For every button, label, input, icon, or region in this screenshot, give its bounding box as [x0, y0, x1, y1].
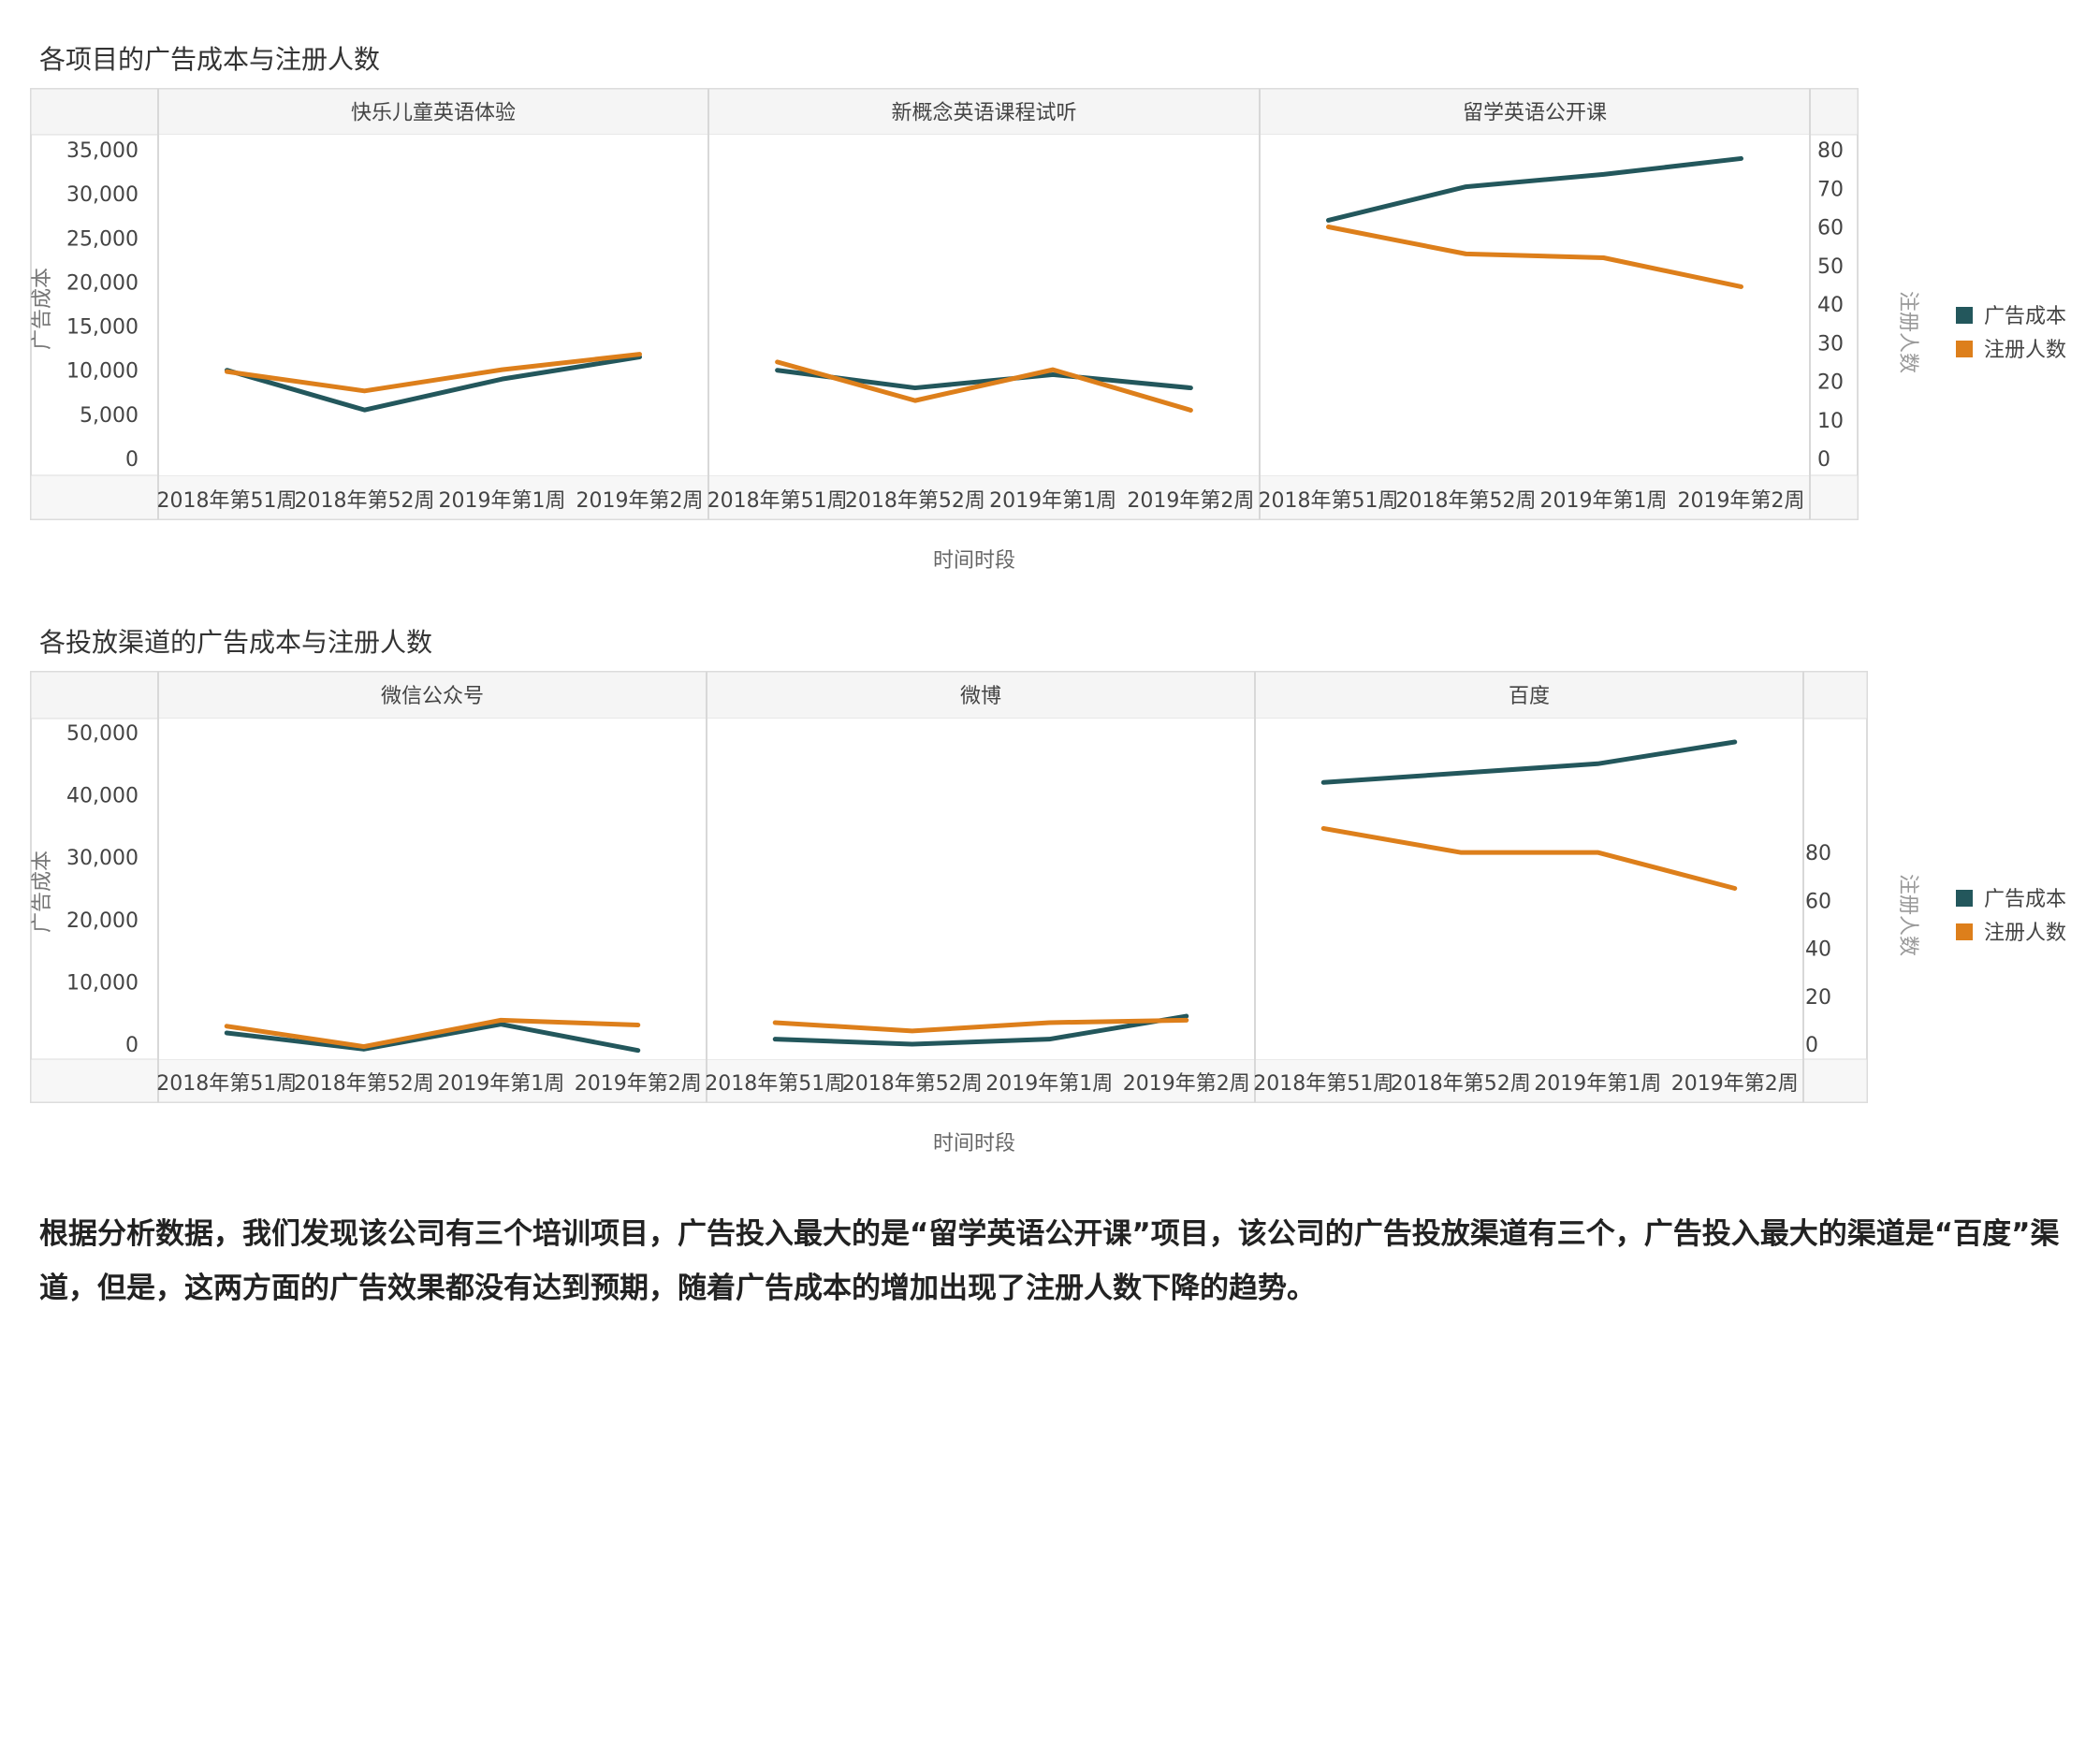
- y-tick-label-right: 80: [1805, 842, 1831, 865]
- y-tick-label-left: 30,000: [66, 847, 139, 870]
- series-line-signup: [775, 359, 1193, 413]
- y-tick-label-right: 20: [1817, 371, 1844, 395]
- series-line-signup: [1326, 225, 1743, 289]
- y-tick-label-right: 50: [1817, 255, 1844, 279]
- series-line-cost: [225, 355, 642, 413]
- panel-header-label: 百度: [1509, 685, 1550, 708]
- legend-swatch-cost: [1956, 890, 1973, 907]
- panel-header-band: [30, 671, 1868, 720]
- x-tick-label: 2018年第52周: [295, 489, 435, 513]
- x-tick-label: 2019年第1周: [439, 489, 566, 513]
- y-tick-label-left: 30,000: [66, 183, 139, 207]
- x-tick-label: 2018年第52周: [842, 1072, 983, 1096]
- x-tick-label: 2019年第2周: [1123, 1072, 1250, 1096]
- x-tick-label: 2018年第51周: [707, 489, 848, 513]
- panel-header-label: 新概念英语课程试听: [891, 102, 1076, 125]
- y-tick-label-right: 0: [1805, 1034, 1818, 1057]
- x-tick-label: 2019年第1周: [989, 489, 1116, 513]
- x-axis-title: 时间时段: [933, 549, 1015, 573]
- y-tick-label-left: 40,000: [66, 785, 139, 808]
- x-tick-label: 2019年第1周: [437, 1072, 564, 1096]
- y-tick-label-right: 20: [1805, 986, 1831, 1010]
- x-tick-label: 2019年第1周: [1540, 489, 1668, 513]
- chart-1-projects: 快乐儿童英语体验 新概念英语课程试听 留学英语公开课 0 5,000 10,000 15,0…: [30, 88, 2066, 573]
- y-tick-label-left: 0: [125, 1034, 139, 1057]
- x-tick-label: 2019年第2周: [575, 1072, 702, 1096]
- legend-swatch-signup: [1956, 923, 1973, 940]
- x-tick-label: 2018年第52周: [1391, 1072, 1531, 1096]
- x-tick-label: 2018年第52周: [845, 489, 985, 513]
- y-tick-label-right: 10: [1817, 410, 1844, 433]
- y-tick-label-right: 70: [1817, 178, 1844, 201]
- plot-area: [158, 135, 1810, 475]
- series-line-cost: [1326, 155, 1743, 223]
- y-tick-label-right: 60: [1805, 890, 1831, 913]
- series-line-cost: [224, 1022, 641, 1054]
- legend-label-signup: 注册人数: [1984, 922, 2066, 945]
- y-tick-label-left: 10,000: [66, 971, 139, 995]
- y-tick-label-left: 15,000: [66, 316, 139, 340]
- y-tick-label-right: 60: [1817, 217, 1844, 240]
- x-tick-label: 2019年第2周: [1127, 489, 1254, 513]
- panel-header-label: 微博: [960, 685, 1001, 708]
- y-tick-label-right: 0: [1817, 448, 1830, 472]
- legend-swatch-signup: [1956, 341, 1973, 357]
- y-axis-title-left: 广告成本: [31, 850, 54, 933]
- chart-2-channels: 微信公众号 微博 百度 0 10,000 20,000 30,000 40,000 50,000…: [30, 671, 2066, 1156]
- x-tick-label: 2018年第51周: [157, 489, 298, 513]
- series-line-cost: [772, 1013, 1189, 1047]
- panel-header-label: 留学英语公开课: [1463, 102, 1607, 125]
- x-axis-title: 时间时段: [933, 1132, 1015, 1156]
- series-line-signup: [224, 1017, 641, 1050]
- y-axis-title-left: 广告成本: [31, 268, 54, 350]
- x-tick-label: 2018年第51周: [1253, 1072, 1393, 1096]
- chart-1-title: 各项目的广告成本与注册人数: [39, 44, 381, 75]
- analysis-summary: 根据分析数据，我们发现该公司有三个培训项目，广告投入最大的是“留学英语公开课”项…: [39, 1217, 2060, 1305]
- legend-swatch-cost: [1956, 307, 1973, 324]
- y-axis-title-right: 注册人数: [1896, 291, 1919, 373]
- y-tick-label-right: 40: [1817, 294, 1844, 317]
- x-tick-label: 2019年第1周: [1534, 1072, 1661, 1096]
- x-tick-label: 2019年第2周: [1671, 1072, 1799, 1096]
- y-tick-label-left: 10,000: [66, 360, 139, 384]
- panel-header-label: 微信公众号: [381, 685, 484, 708]
- y-tick-label-left: 25,000: [66, 227, 139, 251]
- x-tick-label: 2018年第51周: [156, 1072, 297, 1096]
- x-tick-label: 2018年第52周: [294, 1072, 434, 1096]
- y-tick-label-left: 35,000: [66, 139, 139, 163]
- chart-2-title: 各投放渠道的广告成本与注册人数: [39, 627, 433, 658]
- y-tick-label-left: 0: [125, 448, 139, 472]
- x-tick-label: 2019年第2周: [576, 489, 704, 513]
- y-tick-label-right: 30: [1817, 332, 1844, 356]
- x-tick-label: 2018年第51周: [705, 1072, 845, 1096]
- y-tick-label-left: 50,000: [66, 722, 139, 746]
- x-tick-label: 2019年第2周: [1678, 489, 1805, 513]
- series-line-signup: [772, 1017, 1189, 1034]
- x-tick-label: 2018年第51周: [1259, 489, 1399, 513]
- panel-header-label: 快乐儿童英语体验: [351, 102, 516, 125]
- x-axis-band: [30, 1058, 1868, 1103]
- series-line-signup: [225, 352, 642, 394]
- y-axis-title-right: 注册人数: [1896, 874, 1919, 956]
- x-tick-label: 2018年第52周: [1396, 489, 1537, 513]
- y-tick-label-left: 20,000: [66, 271, 139, 295]
- series-line-signup: [1320, 825, 1738, 891]
- x-tick-label: 2019年第1周: [985, 1072, 1113, 1096]
- y-tick-label-left: 20,000: [66, 909, 139, 933]
- series-line-cost: [1320, 739, 1738, 785]
- y-tick-label-right: 40: [1805, 938, 1831, 962]
- panel-header-band: [30, 88, 1859, 136]
- legend-label-cost: 广告成本: [1984, 305, 2066, 328]
- legend-label-signup: 注册人数: [1984, 339, 2066, 362]
- plot-area: [158, 719, 1803, 1059]
- legend-label-cost: 广告成本: [1984, 888, 2066, 911]
- y-tick-label-right: 80: [1817, 139, 1844, 163]
- y-tick-label-left: 5,000: [80, 404, 139, 428]
